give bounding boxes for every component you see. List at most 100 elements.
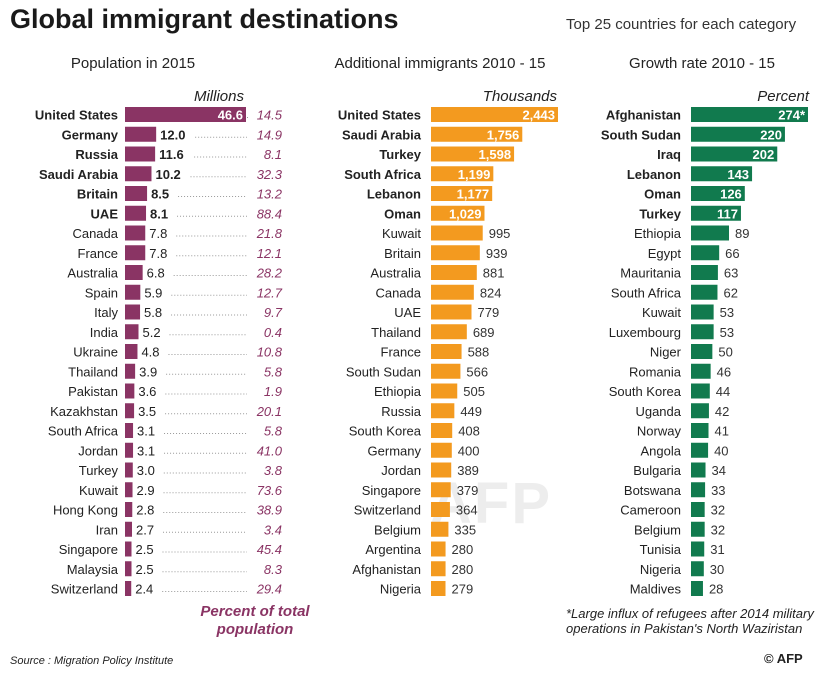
additional-bar bbox=[431, 423, 453, 438]
percent-of-population-value: 5.8 bbox=[264, 424, 283, 439]
additional-bar bbox=[431, 581, 446, 596]
additional-value-label: 939 bbox=[486, 246, 508, 261]
population-category-label: Germany bbox=[62, 127, 119, 142]
additional-category-label: Germany bbox=[368, 443, 422, 458]
population-category-label: Russia bbox=[75, 147, 118, 162]
additional-bar bbox=[431, 541, 446, 557]
percent-of-population-value: 12.7 bbox=[257, 285, 283, 300]
page-title: Global immigrant destinations bbox=[10, 4, 399, 34]
additional-bar bbox=[431, 265, 477, 280]
additional-value-label: 779 bbox=[477, 305, 499, 320]
population-category-label: Thailand bbox=[68, 364, 118, 379]
growth-category-label: Niger bbox=[650, 345, 682, 360]
population-category-label: India bbox=[90, 325, 119, 340]
additional-value-label: 364 bbox=[456, 503, 478, 518]
additional-category-label: Switzerland bbox=[354, 503, 421, 518]
percent-of-population-value: 41.0 bbox=[257, 443, 283, 458]
percent-of-population-value: 73.6 bbox=[257, 483, 283, 498]
population-bar bbox=[125, 324, 139, 340]
growth-bar bbox=[691, 502, 705, 517]
additional-category-label: Jordan bbox=[381, 463, 421, 478]
growth-bar bbox=[691, 107, 808, 122]
population-bar bbox=[125, 581, 132, 596]
additional-bar bbox=[431, 107, 558, 122]
population-category-label: South Africa bbox=[48, 424, 119, 439]
population-category-label: Hong Kong bbox=[53, 503, 118, 518]
growth-value-label: 53 bbox=[720, 325, 734, 340]
growth-value-label: 117 bbox=[717, 206, 738, 221]
growth-value-label: 143 bbox=[727, 167, 749, 182]
growth-category-label: Botswana bbox=[624, 483, 682, 498]
afp-credit: © AFP bbox=[764, 651, 803, 666]
growth-category-label: Cameroon bbox=[620, 503, 681, 518]
growth-bar bbox=[691, 126, 785, 142]
additional-value-label: 505 bbox=[463, 384, 485, 399]
growth-value-label: 202 bbox=[753, 147, 775, 162]
growth-value-label: 63 bbox=[724, 266, 738, 281]
additional-category-label: Argentina bbox=[365, 542, 421, 557]
population-bar bbox=[125, 383, 135, 399]
growth-value-label: 32 bbox=[711, 503, 725, 518]
percent-of-population-value: 9.7 bbox=[264, 305, 283, 320]
additional-value-label: 1,177 bbox=[457, 187, 490, 202]
growth-category-label: Egypt bbox=[648, 246, 682, 261]
additional-value-label: 280 bbox=[452, 562, 474, 577]
additional-value-label: 279 bbox=[452, 582, 474, 597]
growth-value-label: 220 bbox=[760, 127, 782, 142]
growth-category-label: Turkey bbox=[639, 206, 681, 221]
additional-category-label: Turkey bbox=[379, 147, 421, 162]
additional-value-label: 389 bbox=[457, 463, 479, 478]
growth-bar bbox=[691, 225, 730, 241]
population-category-label: Ukraine bbox=[73, 345, 118, 360]
additional-value-label: 408 bbox=[458, 424, 480, 439]
growth-category-label: Romania bbox=[629, 364, 682, 379]
growth-value-label: 46 bbox=[717, 364, 731, 379]
additional-unit-label: Thousands bbox=[483, 88, 558, 105]
growth-category-label: South Sudan bbox=[601, 127, 681, 142]
growth-bar bbox=[691, 581, 703, 596]
percent-of-population-value: 20.1 bbox=[256, 404, 282, 419]
population-value-label: 7.8 bbox=[149, 246, 167, 261]
additional-category-label: United States bbox=[338, 108, 421, 123]
percent-of-population-value: 1.9 bbox=[264, 384, 282, 399]
growth-category-label: Belgium bbox=[634, 522, 681, 537]
additional-value-label: 995 bbox=[489, 226, 511, 241]
growth-value-label: 66 bbox=[725, 246, 739, 261]
percent-of-population-value: 88.4 bbox=[257, 206, 282, 221]
population-value-label: 7.8 bbox=[149, 226, 167, 241]
additional-category-label: Nigeria bbox=[380, 582, 422, 597]
additional-category-label: Russia bbox=[381, 404, 422, 419]
population-bar bbox=[125, 502, 133, 517]
additional-bar bbox=[431, 561, 446, 577]
population-value-label: 3.1 bbox=[137, 443, 155, 458]
growth-bar bbox=[691, 245, 720, 261]
growth-category-label: Oman bbox=[644, 187, 681, 202]
additional-category-label: Thailand bbox=[371, 325, 421, 340]
population-bar bbox=[125, 423, 134, 438]
population-category-label: Malaysia bbox=[67, 562, 119, 577]
additional-bar bbox=[431, 304, 472, 320]
additional-bar bbox=[431, 126, 523, 142]
growth-value-label: 126 bbox=[720, 187, 742, 202]
population-value-label: 46.6 bbox=[218, 108, 243, 123]
population-bar bbox=[125, 225, 146, 241]
additional-value-label: 1,756 bbox=[487, 127, 520, 142]
additional-category-label: Singapore bbox=[362, 483, 421, 498]
additional-value-label: 824 bbox=[480, 285, 502, 300]
growth-category-label: Tunisia bbox=[640, 542, 682, 557]
growth-value-label: 89 bbox=[735, 226, 749, 241]
additional-category-label: Lebanon bbox=[367, 187, 421, 202]
population-bar bbox=[125, 126, 157, 142]
percent-of-population-value: 8.1 bbox=[264, 147, 282, 162]
population-value-label: 5.8 bbox=[144, 305, 162, 320]
footnote: *Large influx of refugees after 2014 mil… bbox=[566, 606, 814, 636]
growth-bar bbox=[691, 561, 704, 577]
percent-of-population-note: Percent of total population bbox=[200, 603, 310, 638]
population-category-label: UAE bbox=[91, 206, 119, 221]
percent-of-population-value: 29.4 bbox=[256, 582, 282, 597]
growth-value-label: 33 bbox=[711, 483, 725, 498]
additional-bar bbox=[431, 284, 474, 300]
population-category-label: Saudi Arabia bbox=[39, 167, 119, 182]
population-bar bbox=[125, 166, 152, 182]
percent-of-population-value: 12.1 bbox=[257, 246, 282, 261]
